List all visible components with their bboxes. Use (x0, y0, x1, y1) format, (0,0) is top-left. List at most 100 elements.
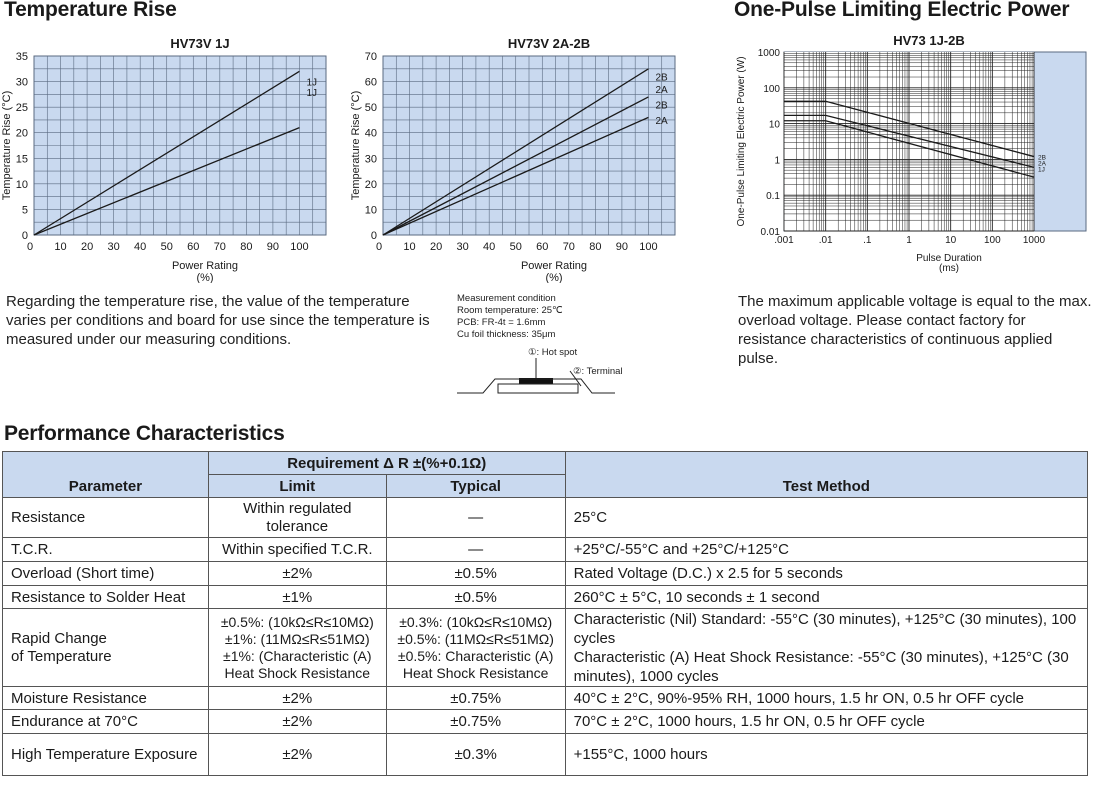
chart-title: HV73V 1J (170, 36, 229, 51)
hot-spot-label: ①: Hot spot (528, 347, 578, 358)
y-tick-label: 10 (769, 120, 781, 131)
y-tick-label: 0.01 (761, 227, 781, 238)
series-line (784, 100, 1035, 158)
row-method: 40°C ± 2°C, 90%-95% RH, 1000 hours, 1.5 … (564, 686, 1089, 710)
header-parameter: Parameter (2, 451, 209, 498)
row-method: 25°C (564, 497, 1089, 538)
series-line (784, 114, 1035, 168)
header-requirement: Requirement Δ R ±(%+0.1Ω) (207, 451, 566, 475)
row-method: +155°C, 1000 hours (564, 733, 1089, 776)
rapid-param-line-1: Rapid Change (11, 629, 107, 647)
rapid-method-line-1: Characteristic (Nil) Standard: -55°C (30… (573, 610, 1077, 647)
rapid-limit-line-1: ±0.5%: (10kΩ≤R≤10MΩ) (220, 613, 374, 630)
row-param: Overload (Short time) (2, 561, 209, 586)
row-typical: ±0.75% (385, 709, 566, 734)
series-line (382, 96, 649, 236)
series-line (382, 68, 649, 236)
table-row: T.C.R. Within specified T.C.R. — +25°C/-… (2, 537, 1089, 562)
x-tick-label: 50 (161, 241, 173, 253)
x-tick-label: 30 (457, 241, 469, 253)
x-tick-label: 90 (616, 241, 628, 253)
y-tick-label: 15 (16, 153, 28, 165)
row-param: T.C.R. (2, 537, 209, 562)
row-limit: Within specified T.C.R. (207, 537, 387, 562)
x-tick-label: 80 (240, 241, 252, 253)
y-tick-label: 10 (365, 204, 377, 216)
rapid-method-line-2: Characteristic (A) Heat Shock Resistance… (573, 648, 1069, 685)
legend-label: 2A (655, 116, 668, 127)
row-typical: ±0.75% (385, 686, 566, 710)
row-method: Rated Voltage (D.C.) x 2.5 for 5 seconds (564, 561, 1089, 586)
table-row: Resistance to Solder Heat ±1% ±0.5% 260°… (2, 585, 1089, 609)
table-row: Overload (Short time) ±2% ±0.5% Rated Vo… (2, 561, 1089, 586)
x-tick-label: .001 (774, 235, 794, 246)
x-tick-label: .1 (863, 235, 872, 246)
x-tick-label: 20 (430, 241, 442, 253)
y-tick-label: 1000 (758, 48, 781, 59)
x-tick-label: 100 (984, 235, 1001, 246)
legend-label: 1J (1038, 166, 1045, 173)
table-row-rapid-change: Rapid Change of Temperature ±0.5%: (10kΩ… (2, 608, 1089, 687)
x-axis-unit: (ms) (939, 263, 959, 274)
y-tick-label: 50 (365, 102, 377, 114)
x-axis-unit: (%) (196, 272, 213, 283)
y-axis-label: One-Pulse Limiting Electric Power (W) (736, 56, 747, 226)
row-limit: Within regulated tolerance (207, 497, 387, 538)
x-tick-label: 70 (563, 241, 575, 253)
y-tick-label: 5 (22, 204, 28, 216)
y-tick-label: 10 (16, 179, 28, 191)
legend-label: 1J (306, 88, 317, 99)
rapid-typical-line-1: ±0.3%: (10kΩ≤R≤10MΩ) (399, 613, 553, 630)
row-typical: ±0.5% (385, 585, 566, 609)
x-tick-label: 60 (536, 241, 548, 253)
x-tick-label: 70 (214, 241, 226, 253)
row-limit: ±0.5%: (10kΩ≤R≤10MΩ) ±1%: (11MΩ≤R≤51MΩ) … (207, 608, 387, 687)
y-tick-label: 35 (16, 51, 28, 63)
performance-heading: Performance Characteristics (4, 422, 285, 445)
y-tick-label: 1 (774, 155, 780, 166)
chart-hv73v-2a-2b: 0 10 20 30 40 50 60 70 80 90 100 0 10 20 30 40 50 60 70 HV7… (350, 36, 676, 283)
y-axis-label: Temperature Rise (°C) (350, 91, 362, 201)
table-row: Resistance Within regulated tolerance — … (2, 497, 1089, 538)
measurement-cu-foil: Cu foil thickness: 35μm (457, 329, 556, 340)
y-tick-label: 40 (365, 128, 377, 140)
measurement-title: Measurement condition (457, 293, 556, 304)
x-tick-label: 30 (108, 241, 120, 253)
rapid-typical-line-3: ±0.5%: Characteristic (A) (397, 647, 554, 664)
x-tick-label: .01 (819, 235, 833, 246)
x-tick-label: 1 (906, 235, 912, 246)
row-limit: ±1% (207, 585, 387, 609)
row-method: Characteristic (Nil) Standard: -55°C (30… (564, 608, 1089, 687)
y-tick-label: 70 (365, 51, 377, 63)
table-header-row-1: Parameter Requirement Δ R ±(%+0.1Ω) Test… (2, 451, 1089, 498)
row-limit: ±2% (207, 561, 387, 586)
x-tick-label: 40 (483, 241, 495, 253)
row-method: 260°C ± 5°C, 10 seconds ± 1 second (564, 585, 1089, 609)
rapid-limit-line-4: Heat Shock Resistance (224, 664, 371, 681)
rapid-limit-line-3: ±1%: (Characteristic (A) (223, 647, 372, 664)
x-tick-label: 100 (639, 241, 657, 253)
table-header-row-2: Limit Typical (3, 474, 1088, 498)
measurement-condition: Measurement condition Room temperature: … (457, 293, 563, 341)
row-typical: ±0.3% (385, 733, 566, 776)
row-limit: ±2% (207, 733, 387, 776)
series-line (33, 126, 300, 236)
legend-label: 2B (1038, 154, 1046, 161)
x-tick-label: 60 (187, 241, 199, 253)
row-typical: ±0.5% (385, 561, 566, 586)
x-tick-label: 90 (267, 241, 279, 253)
series-line (382, 116, 649, 236)
legend-label: 2A (1038, 160, 1047, 167)
table-row: High Temperature Exposure ±2% ±0.3% +155… (2, 733, 1089, 776)
x-tick-label: 1000 (1023, 235, 1046, 246)
legend-label: 2B (655, 101, 668, 112)
x-tick-label: 100 (290, 241, 308, 253)
row-typical: ±0.3%: (10kΩ≤R≤10MΩ) ±0.5%: (11MΩ≤R≤51MΩ… (385, 608, 566, 687)
y-tick-label: 20 (365, 179, 377, 191)
x-tick-label: 10 (54, 241, 66, 253)
chart-title: HV73 1J-2B (893, 33, 965, 48)
x-tick-label: 80 (589, 241, 601, 253)
row-param: Moisture Resistance (2, 686, 209, 710)
y-tick-label: 100 (763, 84, 780, 95)
header-test-method: Test Method (564, 451, 1089, 498)
